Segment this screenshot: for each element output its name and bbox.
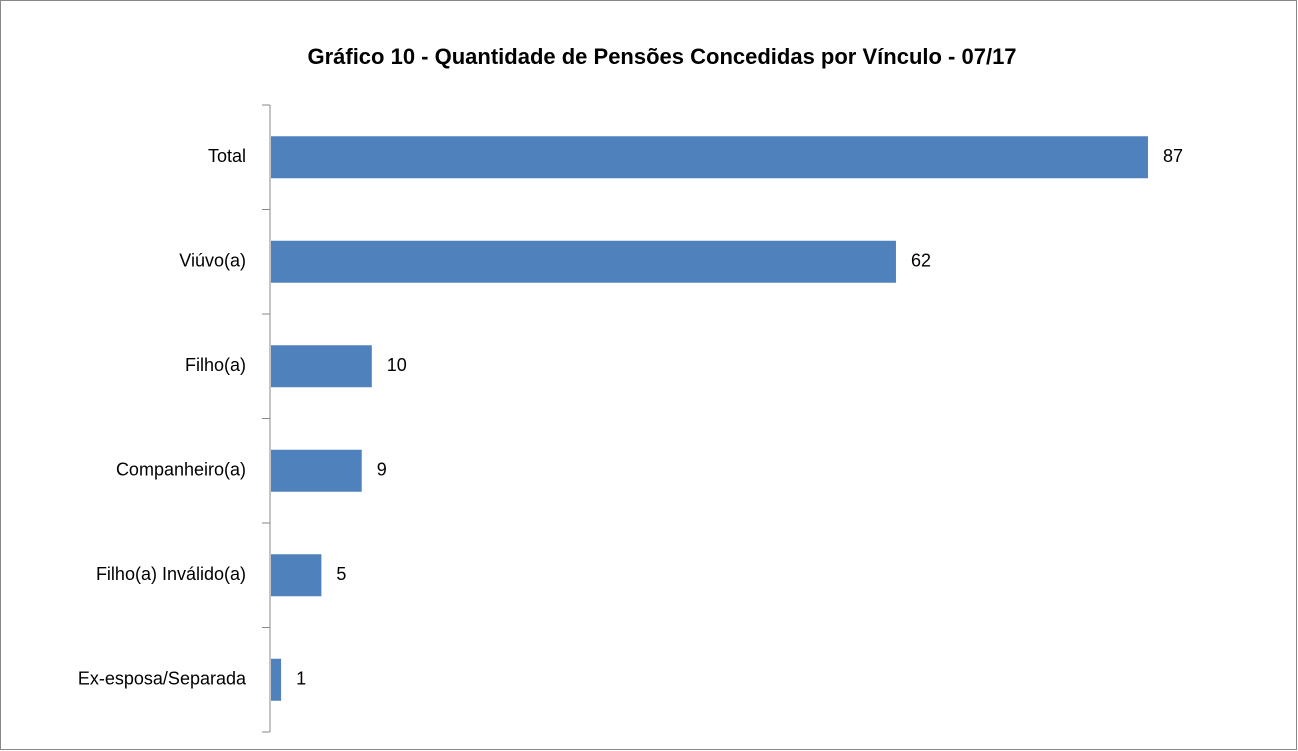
data-label: 62 [911, 251, 931, 271]
y-tick-label: Total [208, 146, 246, 166]
bar [271, 345, 372, 388]
data-label: 1 [296, 669, 306, 689]
y-tick-label: Ex-esposa/Separada [78, 669, 247, 689]
data-label: 10 [387, 355, 407, 375]
bar [271, 449, 362, 492]
bar [271, 136, 1148, 179]
bar [271, 554, 322, 597]
y-tick-label: Companheiro(a) [116, 460, 246, 480]
data-label: 87 [1163, 146, 1183, 166]
y-tick-label: Filho(a) Inválido(a) [96, 564, 246, 584]
bar [271, 658, 282, 701]
data-label: 9 [377, 460, 387, 480]
data-label: 5 [336, 564, 346, 584]
y-tick-label: Filho(a) [185, 355, 246, 375]
bar [271, 240, 896, 283]
y-tick-label: Viúvo(a) [179, 251, 246, 271]
chart-title: Gráfico 10 - Quantidade de Pensões Conce… [307, 44, 1016, 69]
